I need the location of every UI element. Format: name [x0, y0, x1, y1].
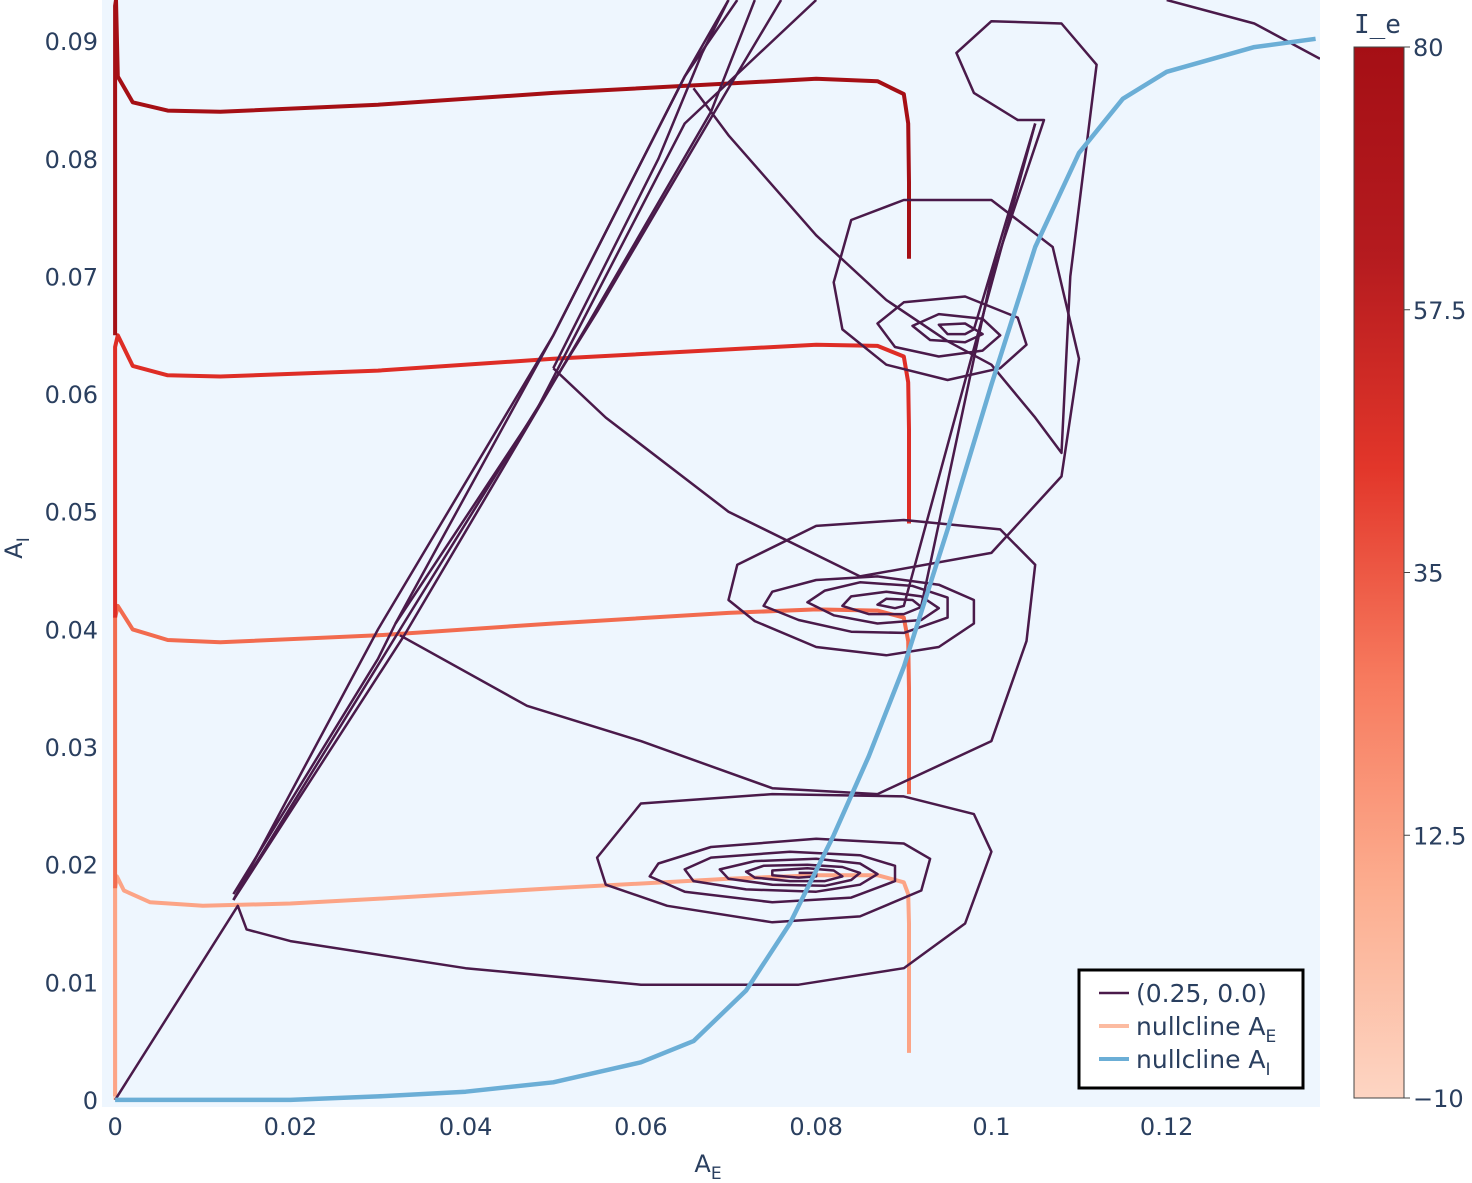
trajectory-line-8 — [394, 0, 818, 625]
trace-layer — [113, 0, 1320, 1103]
x-axis-title-main: A — [694, 1150, 711, 1178]
legend-label-0: (0.25, 0.0) — [1136, 979, 1267, 1008]
x-axis-title: AE — [694, 1150, 721, 1183]
x-tick-label: 0.12 — [1140, 1113, 1193, 1141]
legend-label-2: nullcline AI — [1136, 1045, 1271, 1080]
y-tick-label: 0.02 — [45, 852, 98, 880]
trajectory-line-2 — [552, 123, 1081, 578]
x-tick-label: 0.1 — [972, 1113, 1010, 1141]
y-axis: 0 0.01 0.02 0.03 0.04 0.05 0.06 0.07 0.08 0.09 — [45, 28, 98, 1115]
trajectory-line-7 — [552, 0, 730, 369]
colorbar: I_e 80 57.5 35 12.5 −10 — [1353, 10, 1466, 1113]
y-tick-label: 0.09 — [45, 28, 98, 56]
colorbar-tick-label: −10 — [1413, 1085, 1464, 1113]
x-tick-label: 0.02 — [264, 1113, 317, 1141]
nullcline-ae-line-3 — [113, 333, 911, 618]
nullcline-ai-line — [115, 36, 1316, 1103]
y-tick-label: 0.03 — [45, 734, 98, 762]
colorbar-gradient — [1353, 46, 1405, 1099]
y-axis-title: AI — [0, 537, 34, 558]
trajectory-line-5 — [232, 0, 783, 901]
x-tick-label: 0 — [108, 1113, 123, 1141]
x-tick-label: 0.06 — [614, 1113, 667, 1141]
plot-area — [102, 0, 1320, 1107]
y-tick-label: 0.01 — [45, 969, 98, 997]
trajectory-line-3 — [692, 19, 1098, 607]
colorbar-tick-label: 80 — [1413, 34, 1444, 62]
y-axis-title-sub: I — [14, 537, 34, 542]
x-tick-label: 0.08 — [789, 1113, 842, 1141]
y-tick-label: 0.08 — [45, 146, 98, 174]
y-tick-label: 0.04 — [45, 616, 98, 644]
trajectory-line-9 — [232, 0, 739, 901]
y-tick-label: 0.07 — [45, 263, 98, 291]
colorbar-tick-label: 57.5 — [1413, 297, 1466, 325]
y-tick-label: 0.05 — [45, 499, 98, 527]
x-axis-title-sub: E — [711, 1164, 722, 1183]
y-tick-label: 0.06 — [45, 381, 98, 409]
trajectory-line-1 — [399, 123, 1037, 796]
trajectory-line-6 — [232, 0, 756, 901]
trajectory-line-0 — [114, 792, 993, 1101]
y-tick-label: 0 — [83, 1087, 98, 1115]
colorbar-tick-label: 35 — [1413, 560, 1444, 588]
x-tick-label: 0.04 — [439, 1113, 492, 1141]
y-axis-title-main: A — [0, 542, 28, 559]
colorbar-title: I_e — [1354, 10, 1401, 40]
legend-label-1: nullcline AE — [1136, 1012, 1276, 1047]
trajectory-line-10 — [1166, 0, 1320, 60]
nullcline-ae-line-1 — [113, 873, 911, 1097]
nullcline-ae-line-2 — [113, 603, 911, 889]
legend-box — [1077, 968, 1305, 1090]
x-axis: 0 0.02 0.04 0.06 0.08 0.1 0.12 — [108, 1113, 1194, 1141]
nullcline-ae-line-4 — [113, 0, 911, 336]
colorbar-tick-label: 12.5 — [1413, 822, 1466, 850]
